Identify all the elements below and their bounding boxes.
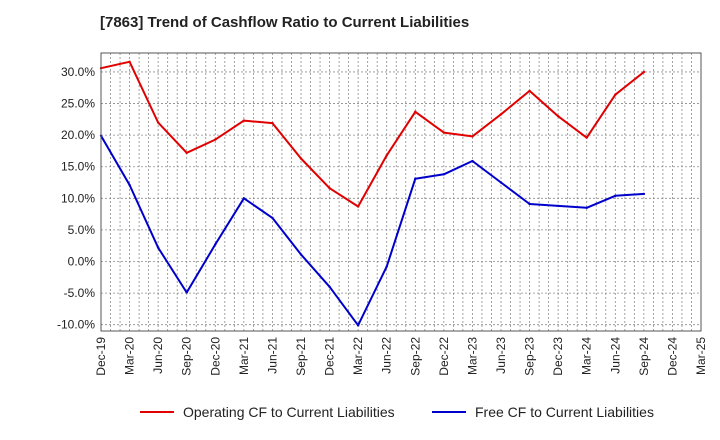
data-point (214, 138, 217, 141)
data-point (185, 291, 188, 294)
series-group (99, 60, 646, 327)
x-tick-label: Dec-22 (437, 337, 451, 376)
data-point (156, 121, 160, 124)
grid (101, 53, 701, 331)
data-point (385, 265, 388, 268)
data-point (556, 204, 560, 208)
y-tick-label: 20.0% (61, 128, 95, 142)
data-point (642, 192, 646, 196)
data-point (585, 206, 588, 209)
x-tick-label: Sep-20 (180, 337, 194, 376)
data-point (528, 202, 531, 206)
data-point (242, 119, 246, 122)
legend-item-operating-cf: Operating CF to Current Liabilities (140, 404, 395, 420)
x-tick-label: Sep-22 (408, 337, 422, 376)
x-tick-label: Mar-20 (123, 337, 137, 375)
legend-label-free-cf: Free CF to Current Liabilities (475, 404, 654, 420)
y-tick-label: 25.0% (61, 97, 95, 111)
data-point (356, 324, 360, 327)
data-point (471, 159, 474, 163)
data-point (185, 151, 188, 155)
data-point (499, 181, 503, 184)
data-point (271, 121, 274, 125)
data-point (614, 194, 617, 197)
x-tick-label: Dec-19 (94, 337, 108, 376)
data-point (585, 136, 588, 139)
data-point (242, 197, 246, 200)
plot-area (101, 53, 701, 331)
data-point (156, 246, 160, 249)
data-point (414, 177, 417, 180)
data-point (271, 216, 274, 220)
data-point (442, 173, 446, 176)
x-tick-label: Jun-23 (494, 337, 508, 374)
y-tick-label: 30.0% (61, 65, 95, 79)
legend: Operating CF to Current Liabilities Free… (0, 404, 720, 426)
data-point (528, 89, 531, 93)
data-point (471, 135, 474, 138)
y-tick-label: -10.0% (57, 318, 95, 332)
x-tick-label: Dec-24 (665, 337, 679, 376)
data-point (328, 285, 331, 288)
legend-label-operating-cf: Operating CF to Current Liabilities (183, 404, 395, 420)
y-tick-label: -5.0% (64, 286, 96, 300)
data-point (442, 131, 446, 134)
data-point (328, 187, 331, 190)
y-tick-label: 15.0% (61, 160, 95, 174)
plot-frame (100, 52, 702, 332)
y-axis: -10.0% -5.0% 0.0% 5.0% 10.0% 15.0% 20.0% 25.0% 3… (57, 65, 95, 332)
x-tick-label: Jun-24 (608, 337, 622, 374)
legend-swatch-operating-cf (140, 411, 174, 413)
y-tick-label: 10.0% (61, 191, 95, 205)
series-line-operating-cf (100, 60, 645, 208)
x-tick-label: Sep-24 (637, 337, 651, 376)
data-point (556, 114, 560, 118)
x-tick-label: Dec-23 (551, 337, 565, 376)
data-point (299, 253, 303, 256)
data-point (128, 183, 131, 187)
x-tick-label: Jun-20 (151, 337, 165, 374)
x-tick-label: Sep-23 (523, 337, 537, 376)
data-point (299, 157, 303, 160)
x-tick-label: Mar-23 (465, 337, 479, 375)
x-tick-label: Mar-22 (351, 337, 365, 375)
series-line-free-cf (100, 134, 645, 327)
x-tick-label: Mar-25 (694, 337, 708, 375)
chart-title: [7863] Trend of Cashflow Ratio to Curren… (100, 14, 470, 31)
legend-swatch-free-cf (432, 411, 466, 413)
x-tick-label: Jun-21 (265, 337, 279, 374)
data-point (414, 110, 417, 113)
y-tick-label: 5.0% (68, 223, 96, 237)
y-tick-label: 0.0% (68, 255, 96, 269)
x-tick-label: Sep-21 (294, 337, 308, 376)
data-point (642, 70, 646, 74)
data-point (499, 113, 503, 116)
x-tick-label: Jun-22 (380, 337, 394, 374)
x-tick-label: Dec-20 (208, 337, 222, 376)
legend-item-free-cf: Free CF to Current Liabilities (432, 404, 654, 420)
x-tick-label: Mar-24 (580, 337, 594, 375)
x-tick-label: Mar-21 (237, 337, 251, 375)
data-point (385, 154, 388, 157)
data-point (214, 243, 217, 246)
data-point (356, 205, 360, 208)
x-axis: Dec-19 Mar-20 Jun-20 Sep-20 Dec-20 Mar-21 Jun-… (94, 337, 708, 376)
data-point (614, 93, 617, 96)
data-point (128, 60, 131, 64)
x-tick-label: Dec-21 (323, 337, 337, 376)
